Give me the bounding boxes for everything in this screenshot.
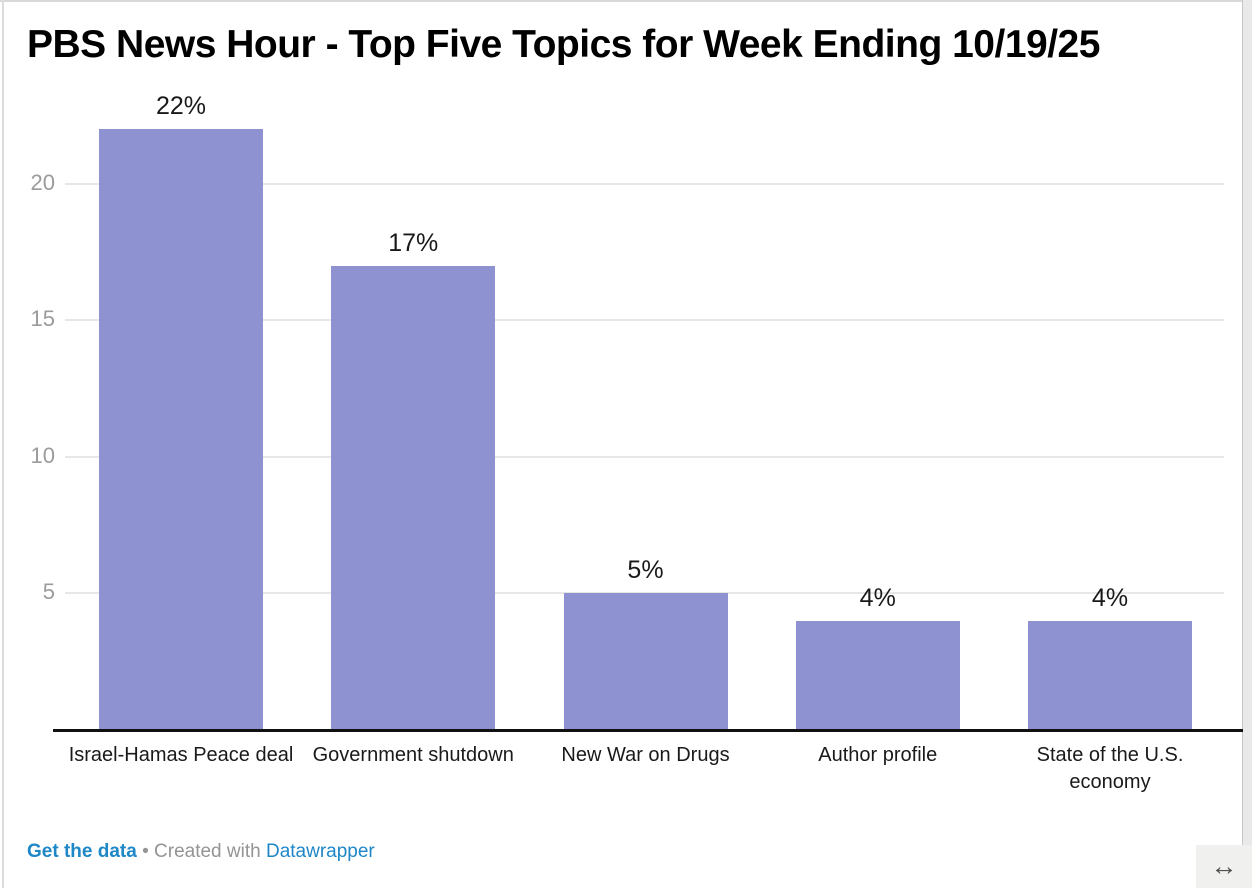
left-border	[2, 0, 4, 888]
right-border-strip	[1242, 0, 1252, 845]
category-label: New War on Drugs	[561, 744, 730, 766]
top-border	[0, 0, 1252, 2]
bar[interactable]	[1028, 620, 1192, 730]
bar-value-label: 17%	[388, 228, 439, 257]
resize-handle-button[interactable]: ↔	[1196, 845, 1252, 888]
chart-footer: Get the data • Created with Datawrapper	[27, 841, 375, 863]
get-the-data-link[interactable]: Get the data	[27, 841, 137, 862]
bar[interactable]	[795, 620, 960, 730]
bar[interactable]	[331, 265, 496, 730]
y-axis-tick-label: 20	[30, 169, 55, 195]
y-axis-tick-label: 5	[42, 579, 55, 605]
category-label: State of the U.S. economy	[1036, 744, 1184, 793]
bar-value-label: 5%	[627, 556, 664, 585]
created-with-text: Created with	[154, 841, 261, 862]
y-axis-tick-label: 15	[30, 306, 55, 332]
y-gridline	[65, 319, 1224, 322]
bar-value-label: 22%	[155, 91, 207, 120]
chart-title: PBS News Hour - Top Five Topics for Week…	[27, 23, 1100, 66]
y-axis-tick-label: 10	[30, 442, 55, 468]
bar[interactable]	[99, 128, 263, 730]
category-label: Government shutdown	[312, 744, 514, 766]
x-axis-line	[53, 729, 1243, 732]
category-label: Israel-Hamas Peace deal	[68, 744, 294, 766]
bar-value-label: 4%	[859, 583, 896, 612]
footer-separator: •	[142, 841, 149, 862]
category-label: Author profile	[818, 744, 938, 766]
bar-value-label: 4%	[1091, 583, 1129, 612]
resize-horizontal-arrow-icon: ↔	[1210, 851, 1238, 881]
y-gridline	[65, 455, 1224, 458]
bar[interactable]	[563, 593, 728, 730]
y-gridline	[65, 182, 1224, 185]
datawrapper-link[interactable]: Datawrapper	[265, 841, 375, 862]
